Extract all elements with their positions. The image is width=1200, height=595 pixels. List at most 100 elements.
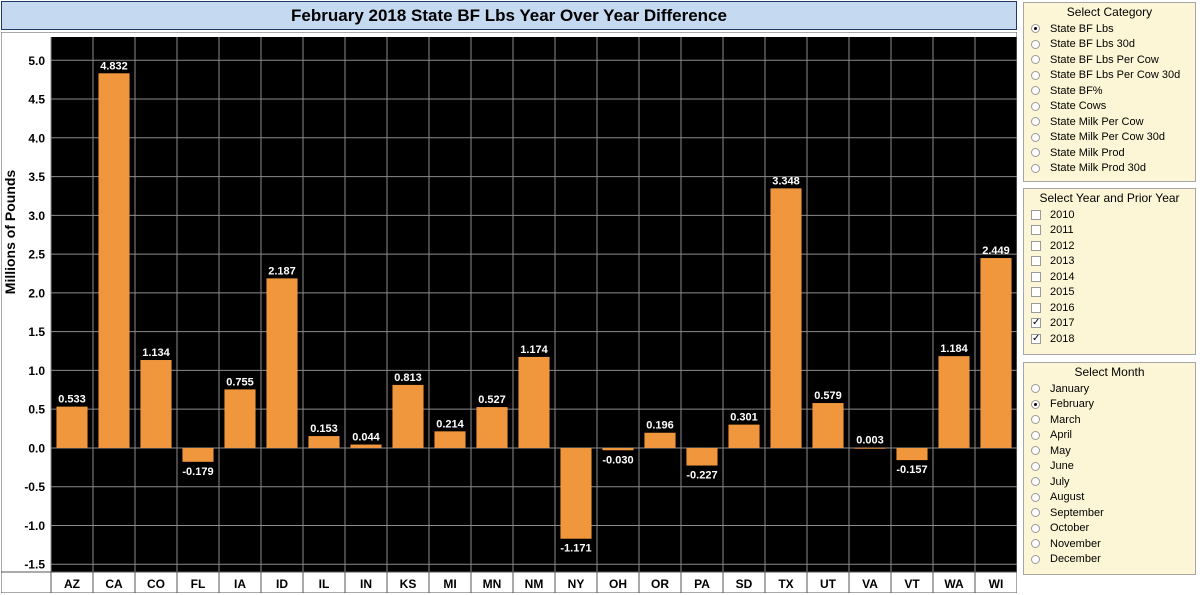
- x-category-label: KS: [400, 577, 417, 591]
- y-tick-label: 1.5: [28, 325, 45, 339]
- radio-button[interactable]: [1031, 508, 1040, 518]
- category-option[interactable]: State BF Lbs: [1024, 21, 1195, 37]
- bar-oh: [602, 447, 634, 451]
- year-option[interactable]: 2011: [1024, 223, 1195, 239]
- data-label: 0.755: [226, 376, 254, 388]
- x-category-labels: AZ CA CO FL IA ID IL IN KS MI MN NM NY OH OR PA SD TX UT VA…: [1, 571, 1017, 593]
- bar-il: [308, 436, 340, 448]
- month-option[interactable]: May: [1024, 443, 1195, 459]
- bar-or: [644, 432, 676, 448]
- radio-button[interactable]: [1031, 39, 1040, 49]
- radio-button[interactable]: [1031, 477, 1040, 487]
- x-category-label: CA: [105, 577, 123, 591]
- radio-button[interactable]: [1031, 163, 1040, 173]
- radio-button[interactable]: [1031, 24, 1040, 34]
- y-tick-label: 3.0: [28, 209, 45, 223]
- checkbox[interactable]: [1031, 287, 1041, 298]
- radio-button[interactable]: [1031, 415, 1040, 425]
- radio-button[interactable]: [1031, 539, 1040, 549]
- month-option[interactable]: January: [1024, 381, 1195, 397]
- year-option[interactable]: 2010: [1024, 207, 1195, 223]
- checkbox[interactable]: [1031, 240, 1041, 251]
- y-tick-label: 0.5: [28, 403, 45, 417]
- month-option-label: October: [1050, 522, 1090, 535]
- year-option-label: 2012: [1050, 239, 1075, 252]
- checkbox[interactable]: ✓: [1031, 332, 1041, 344]
- radio-button[interactable]: [1031, 384, 1040, 394]
- category-option[interactable]: State Milk Per Cow 30d: [1024, 130, 1195, 146]
- month-option[interactable]: September: [1024, 505, 1195, 521]
- bar-wa: [938, 356, 970, 448]
- radio-button[interactable]: [1031, 148, 1040, 158]
- category-option[interactable]: State BF Lbs Per Cow: [1024, 52, 1195, 68]
- year-option[interactable]: 2013: [1024, 254, 1195, 270]
- month-option-label: April: [1050, 429, 1073, 442]
- year-option[interactable]: 2015: [1024, 285, 1195, 301]
- year-option-label: 2015: [1050, 286, 1075, 299]
- month-option[interactable]: June: [1024, 459, 1195, 475]
- category-option[interactable]: State BF%: [1024, 83, 1195, 99]
- checkbox[interactable]: [1031, 225, 1041, 236]
- y-tick-label: 4.0: [28, 131, 45, 145]
- category-option[interactable]: State BF Lbs 30d: [1024, 37, 1195, 53]
- radio-button[interactable]: [1031, 446, 1040, 456]
- x-category-label: OR: [651, 577, 669, 591]
- radio-button[interactable]: [1031, 430, 1040, 440]
- x-category-label: MN: [483, 577, 502, 591]
- year-option[interactable]: 2016: [1024, 300, 1195, 316]
- radio-button[interactable]: [1031, 70, 1040, 80]
- bar-ks: [392, 384, 424, 448]
- bar-nm: [518, 356, 550, 448]
- category-option-label: State Milk Per Cow: [1050, 115, 1144, 128]
- category-panel-title: Select Category: [1066, 5, 1153, 19]
- radio-button[interactable]: [1031, 86, 1040, 96]
- radio-button[interactable]: [1031, 492, 1040, 502]
- data-label: 0.153: [310, 423, 338, 435]
- checkbox[interactable]: [1031, 271, 1041, 282]
- x-category-label: MI: [443, 577, 456, 591]
- bars: [56, 73, 1012, 539]
- checkbox[interactable]: [1031, 256, 1041, 267]
- category-option[interactable]: State Cows: [1024, 99, 1195, 115]
- radio-button[interactable]: [1031, 554, 1040, 564]
- year-options: 2010 2011 2012 2013 2014 2015 2016 ✓ 2017 ✓ 2018: [1024, 207, 1195, 347]
- category-option[interactable]: State Milk Prod: [1024, 145, 1195, 161]
- x-category-label: VA: [862, 577, 878, 591]
- radio-button[interactable]: [1031, 461, 1040, 471]
- month-option[interactable]: July: [1024, 474, 1195, 490]
- radio-button[interactable]: [1031, 399, 1040, 409]
- month-option[interactable]: August: [1024, 490, 1195, 506]
- y-tick-label: 3.5: [28, 170, 45, 184]
- x-category-label: NM: [525, 577, 544, 591]
- x-category-label: CO: [147, 577, 165, 591]
- radio-button[interactable]: [1031, 55, 1040, 65]
- year-option[interactable]: ✓ 2017: [1024, 316, 1195, 332]
- checkbox[interactable]: [1031, 209, 1041, 220]
- category-option-label: State BF Lbs Per Cow 30d: [1050, 69, 1181, 82]
- category-option[interactable]: State Milk Per Cow: [1024, 114, 1195, 130]
- bar-sd: [728, 424, 760, 448]
- month-option[interactable]: April: [1024, 428, 1195, 444]
- checkbox[interactable]: [1031, 302, 1041, 313]
- bar-vt: [896, 447, 928, 461]
- year-panel: Select Year and Prior Year 2010 2011 2012 2…: [1023, 188, 1196, 355]
- month-option[interactable]: March: [1024, 412, 1195, 428]
- category-option[interactable]: State Milk Prod 30d: [1024, 161, 1195, 177]
- chart-title: February 2018 State BF Lbs Year Over Yea…: [1, 1, 1017, 30]
- radio-button[interactable]: [1031, 117, 1040, 127]
- month-option[interactable]: December: [1024, 552, 1195, 568]
- year-option[interactable]: 2014: [1024, 269, 1195, 285]
- radio-button[interactable]: [1031, 132, 1040, 142]
- month-option[interactable]: November: [1024, 536, 1195, 552]
- chart-area: 0.533 4.832 1.134 -0.179 0.755 2.187 0.153 0.04…: [1, 32, 1017, 593]
- category-option[interactable]: State BF Lbs Per Cow 30d: [1024, 68, 1195, 84]
- year-option[interactable]: 2012: [1024, 238, 1195, 254]
- bar-tx: [770, 188, 802, 448]
- radio-button[interactable]: [1031, 101, 1040, 111]
- category-option-label: State Milk Prod: [1050, 146, 1125, 159]
- month-option[interactable]: February: [1024, 397, 1195, 413]
- year-option[interactable]: ✓ 2018: [1024, 331, 1195, 347]
- radio-button[interactable]: [1031, 523, 1040, 533]
- month-option[interactable]: October: [1024, 521, 1195, 537]
- checkbox[interactable]: ✓: [1031, 317, 1041, 329]
